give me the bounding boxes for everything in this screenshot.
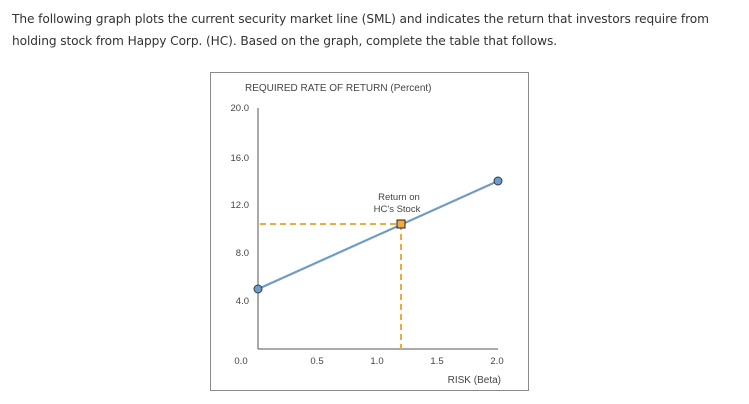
y-tick: 12.0: [231, 200, 250, 211]
sml-line: [257, 179, 499, 291]
sml-end-point[interactable]: [493, 176, 503, 186]
intro-paragraph: The following graph plots the current se…: [12, 12, 709, 48]
y-tick: 8.0: [236, 248, 249, 259]
y-tick: 16.0: [231, 153, 250, 164]
y-axis-title: REQUIRED RATE OF RETURN (Percent): [245, 83, 432, 94]
sml-chart: REQUIRED RATE OF RETURN (Percent) 20.0 1…: [210, 72, 529, 391]
x-tick: 1.0: [370, 356, 383, 367]
y-tick: 4.0: [236, 296, 249, 307]
hc-annotation-line1: Return on: [378, 192, 420, 203]
x-tick: 1.5: [430, 356, 443, 367]
chart-svg: REQUIRED RATE OF RETURN (Percent) 20.0 1…: [231, 83, 504, 386]
y-tick: 20.0: [231, 103, 250, 114]
x-tick: 0.5: [310, 356, 323, 367]
hc-annotation-line2: HC's Stock: [374, 204, 421, 215]
x-tick: 2.0: [490, 356, 503, 367]
x-tick: 0.0: [234, 356, 247, 367]
hc-stock-marker[interactable]: [396, 219, 406, 229]
x-axis-title: RISK (Beta): [448, 375, 501, 386]
sml-start-point[interactable]: [253, 284, 263, 294]
